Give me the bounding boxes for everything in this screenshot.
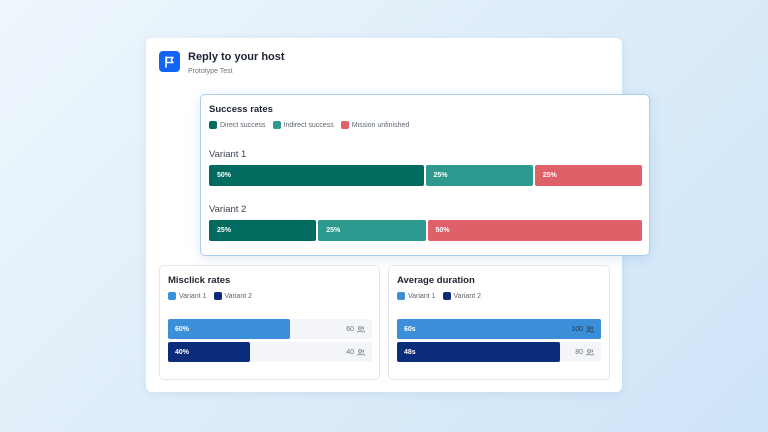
legend-swatch bbox=[397, 292, 405, 300]
duration-bar-variant-2[interactable]: 48s 80 bbox=[397, 342, 601, 362]
legend-swatch bbox=[442, 292, 451, 300]
success-rates-title: Success rates bbox=[209, 104, 273, 115]
legend-label: Variant 2 bbox=[453, 292, 482, 300]
legend-mission-unfinished: Mission unfinished bbox=[340, 121, 410, 129]
average-duration-title: Average duration bbox=[397, 275, 475, 286]
legend-variant-1: Variant 1 bbox=[397, 292, 436, 300]
segment-direct-success[interactable]: 50% bbox=[209, 165, 424, 186]
users-icon bbox=[586, 325, 594, 333]
count-value: 100 bbox=[571, 325, 583, 333]
users-icon bbox=[357, 348, 365, 356]
bar-fill: 40% bbox=[168, 342, 250, 362]
variant-2-label: Variant 2 bbox=[209, 204, 247, 215]
users-icon bbox=[586, 348, 594, 356]
legend-label: Direct success bbox=[220, 121, 266, 129]
bar-fill: 60s bbox=[397, 319, 601, 339]
segment-direct-success[interactable]: 25% bbox=[209, 220, 317, 241]
legend-swatch bbox=[209, 121, 217, 129]
card-title: Reply to your host bbox=[188, 51, 285, 63]
misclick-bar-variant-2[interactable]: 40% 40 bbox=[168, 342, 372, 362]
flag-icon bbox=[165, 55, 174, 68]
misclick-bar-variant-1[interactable]: 60% 60 bbox=[168, 319, 372, 339]
segment-mission-unfinished[interactable]: 50% bbox=[427, 220, 642, 241]
legend-label: Indirect success bbox=[283, 121, 334, 129]
bar-fill: 60% bbox=[168, 319, 291, 339]
legend-swatch bbox=[168, 292, 176, 300]
misclick-legend: Variant 1 Variant 2 bbox=[168, 292, 252, 300]
legend-variant-1: Variant 1 bbox=[168, 292, 207, 300]
participant-count: 60 bbox=[346, 319, 365, 339]
legend-label: Variant 1 bbox=[179, 292, 207, 300]
legend-swatch bbox=[340, 121, 349, 129]
success-legend: Direct success Indirect success Mission … bbox=[209, 121, 409, 129]
duration-bar-variant-1[interactable]: 60s 100 bbox=[397, 319, 601, 339]
participant-count: 40 bbox=[346, 342, 365, 362]
count-value: 80 bbox=[575, 348, 583, 356]
users-icon bbox=[357, 325, 365, 333]
legend-swatch bbox=[272, 121, 281, 129]
segment-indirect-success[interactable]: 25% bbox=[425, 165, 533, 186]
bar-fill: 48s bbox=[397, 342, 561, 362]
legend-label: Mission unfinished bbox=[351, 121, 410, 129]
participant-count: 80 bbox=[575, 342, 594, 362]
legend-label: Variant 1 bbox=[408, 292, 436, 300]
legend-variant-2: Variant 2 bbox=[442, 292, 482, 300]
variant-1-label: Variant 1 bbox=[209, 149, 247, 160]
legend-indirect-success: Indirect success bbox=[272, 121, 334, 129]
legend-label: Variant 2 bbox=[224, 292, 253, 300]
misclick-rates-panel[interactable]: Misclick rates Variant 1 Variant 2 60% 6… bbox=[159, 265, 380, 380]
legend-direct-success: Direct success bbox=[209, 121, 266, 129]
success-rates-panel[interactable]: Success rates Direct success Indirect su… bbox=[200, 94, 650, 256]
count-value: 60 bbox=[346, 325, 354, 333]
average-duration-panel[interactable]: Average duration Variant 1 Variant 2 60s… bbox=[388, 265, 610, 380]
segment-mission-unfinished[interactable]: 25% bbox=[534, 165, 642, 186]
legend-swatch bbox=[213, 292, 222, 300]
legend-variant-2: Variant 2 bbox=[213, 292, 253, 300]
segment-indirect-success[interactable]: 25% bbox=[318, 220, 426, 241]
variant-1-stacked-bar[interactable]: 50% 25% 25% bbox=[209, 165, 642, 186]
card-subtitle: Prototype Test bbox=[188, 68, 233, 75]
duration-legend: Variant 1 Variant 2 bbox=[397, 292, 481, 300]
flag-badge bbox=[159, 51, 180, 72]
variant-2-stacked-bar[interactable]: 25% 25% 50% bbox=[209, 220, 642, 241]
participant-count: 100 bbox=[571, 319, 594, 339]
count-value: 40 bbox=[346, 348, 354, 356]
misclick-rates-title: Misclick rates bbox=[168, 275, 231, 286]
